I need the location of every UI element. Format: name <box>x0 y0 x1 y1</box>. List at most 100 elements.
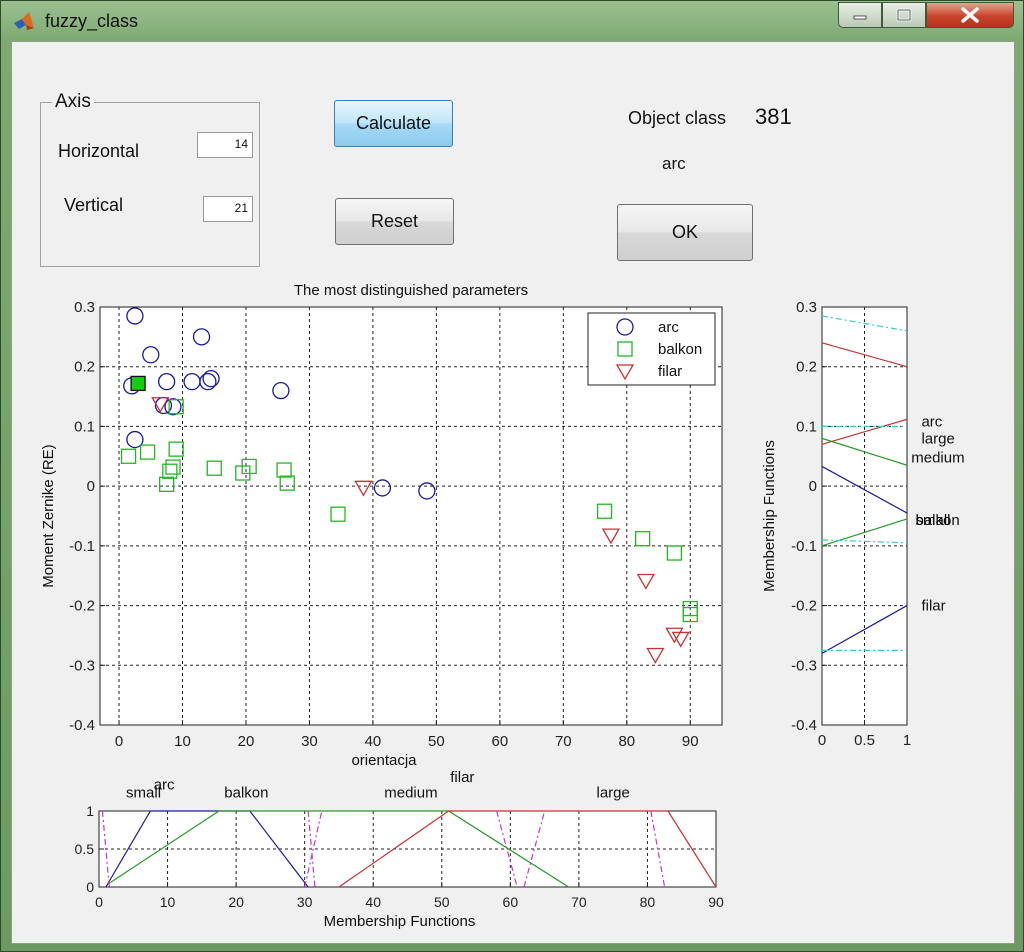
membership-label: medium <box>384 784 437 801</box>
x-tick-label: 40 <box>365 894 381 910</box>
data-point-circle <box>272 381 290 400</box>
axis-panel <box>40 102 260 267</box>
x-tick-label: 50 <box>434 894 450 910</box>
membership-line <box>108 810 569 888</box>
membership-label: small <box>126 784 161 801</box>
data-point-square <box>682 606 698 623</box>
membership-line <box>105 810 309 888</box>
data-point-triangle <box>601 528 621 545</box>
data-point-circle <box>199 372 217 391</box>
x-tick-label: 0 <box>818 732 826 749</box>
data-point-circle <box>202 370 220 388</box>
membership-label: filar <box>450 771 474 786</box>
data-point-circle <box>142 346 160 364</box>
y-tick-label: 0.1 <box>796 418 817 435</box>
legend-label: arc <box>658 319 679 336</box>
x-tick-label: 20 <box>228 894 244 910</box>
vertical-input[interactable]: 21 <box>203 196 253 222</box>
horizontal-input[interactable]: 14 <box>197 132 253 158</box>
y-axis-label: Membership Functions <box>761 440 778 592</box>
data-point-square <box>139 444 156 460</box>
legend-box <box>587 312 716 386</box>
x-tick-label: 1 <box>903 732 911 749</box>
x-tick-label: 60 <box>503 894 519 910</box>
x-tick-label: 10 <box>174 733 191 750</box>
y-tick-label: 0 <box>809 478 817 495</box>
membership-label: arc <box>154 777 175 794</box>
horizontal-label: Horizontal <box>58 141 140 161</box>
data-point-circle <box>126 430 144 449</box>
membership-label: medium <box>911 449 964 466</box>
object-class-label: Object class <box>628 108 727 128</box>
data-point-triangle <box>671 631 690 648</box>
x-axis-label: orientacja <box>351 752 417 769</box>
membership-line <box>821 315 908 332</box>
legend-label: filar <box>658 363 682 380</box>
data-point-square <box>330 506 346 522</box>
membership-line <box>304 810 323 888</box>
calculate-button-label: Calculate <box>355 113 432 133</box>
membership-line <box>821 605 908 654</box>
membership-label: arc <box>921 414 942 431</box>
data-point-triangle <box>636 573 655 590</box>
data-point-square <box>130 375 146 392</box>
window-title: fuzzy_class <box>45 11 139 31</box>
y-tick-label: -0.1 <box>69 538 95 555</box>
x-tick-label: 20 <box>238 733 255 750</box>
data-point-triangle <box>646 647 665 664</box>
x-tick-label: 0 <box>95 894 103 910</box>
chart-title: The most distinguished parameters <box>294 282 528 299</box>
plot-frame <box>99 306 723 726</box>
data-point-square <box>279 475 295 491</box>
membership-line <box>821 518 908 547</box>
data-point-circle <box>126 307 144 325</box>
membership-line <box>101 810 110 888</box>
y-tick-label: -0.3 <box>69 657 95 674</box>
x-tick-label: 10 <box>160 894 176 910</box>
y-tick-label: -0.1 <box>791 538 817 555</box>
legend-label: balkon <box>658 341 702 358</box>
membership-label: balkon <box>916 512 960 529</box>
reset-button[interactable]: Reset <box>335 198 454 245</box>
y-tick-label: 0.2 <box>74 359 95 376</box>
data-point-triangle <box>354 480 373 497</box>
data-point-square <box>168 399 184 415</box>
membership-line <box>821 465 908 514</box>
data-point-square <box>596 503 613 519</box>
maximize-button[interactable] <box>882 2 926 28</box>
y-axis-label: Moment Zernike (RE) <box>40 444 57 587</box>
data-point-circle <box>418 482 436 500</box>
close-button[interactable] <box>926 2 1014 28</box>
data-point-square <box>158 476 175 493</box>
y-tick-label: 0 <box>86 879 94 895</box>
data-point-square <box>276 462 292 478</box>
minimize-button[interactable] <box>838 2 882 28</box>
data-point-square <box>120 448 137 464</box>
title-bar[interactable]: fuzzy_class <box>1 1 1023 41</box>
membership-line <box>821 437 908 466</box>
y-tick-label: -0.2 <box>791 598 817 615</box>
data-point-triangle <box>615 364 635 381</box>
membership-chart-bottom[interactable]: 0 10 20 30 40 50 60 70 80 90 0 0.5 1 Membership Funct… <box>61 771 741 936</box>
y-tick-label: -0.3 <box>791 657 817 674</box>
membership-line <box>821 418 908 445</box>
membership-line <box>650 810 666 888</box>
membership-line <box>821 342 908 368</box>
membership-chart-right[interactable]: 0 0.5 1 -0.4 -0.3 -0.2 -0.1 0 0.1 0.2 0.3 Membershi… <box>756 291 991 751</box>
close-icon <box>961 7 979 23</box>
y-tick-label: 0.5 <box>75 841 95 857</box>
x-tick-label: 0.5 <box>854 732 875 749</box>
calculate-button[interactable]: Calculate <box>334 100 453 147</box>
data-point-circle <box>157 372 176 391</box>
x-tick-label: 90 <box>708 894 724 910</box>
y-tick-label: -0.2 <box>69 598 95 615</box>
x-tick-label: 80 <box>640 894 656 910</box>
ok-button[interactable]: OK <box>617 204 753 261</box>
y-tick-label: 1 <box>86 803 94 819</box>
y-tick-label: -0.4 <box>791 717 817 734</box>
y-tick-label: -0.4 <box>69 717 95 734</box>
scatter-chart[interactable]: 0 10 20 30 40 50 60 70 80 90 -0.4 -0.3 -0.2 -0.1 0 0.1 0… <box>1 271 741 776</box>
x-tick-label: 60 <box>492 733 509 750</box>
membership-line <box>821 539 908 544</box>
